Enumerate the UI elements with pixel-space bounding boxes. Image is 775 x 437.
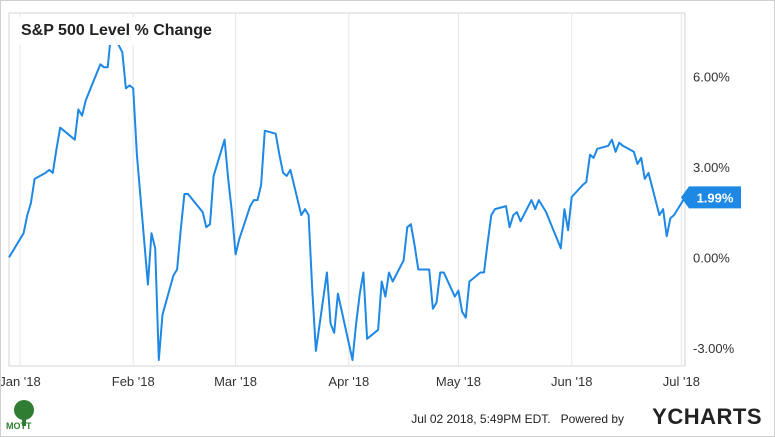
y-tick-label: -3.00% (693, 341, 735, 356)
powered-by-text: Powered by (560, 412, 624, 426)
tree-logo-icon (14, 400, 34, 426)
footer-timestamp: Jul 02 2018, 5:49PM EDT. Powered by (411, 412, 624, 426)
line-layer (8, 30, 686, 361)
ycharts-logo[interactable]: YCHARTS (652, 404, 762, 430)
x-axis: Jan '18 Feb '18 Mar '18 Apr '18 May '18 Jun '… (1, 374, 700, 389)
series-line (8, 30, 686, 361)
ycharts-y: Y (652, 404, 668, 429)
x-tick-label: May '18 (436, 374, 481, 389)
y-tick-label: 6.00% (693, 69, 730, 84)
ycharts-rest: CHARTS (667, 404, 762, 429)
x-tick-label: Jun '18 (551, 374, 593, 389)
x-tick-label: Feb '18 (112, 374, 155, 389)
last-value-badge (681, 186, 741, 209)
grid-layer (8, 12, 686, 367)
logo-text: MOTT (6, 421, 32, 431)
timestamp-text: Jul 02 2018, 5:49PM EDT. (411, 412, 551, 426)
x-tick-label: Mar '18 (214, 374, 257, 389)
last-value-badge-group: 1.99% (681, 186, 741, 209)
y-tick-label: 0.00% (693, 250, 730, 265)
last-value-label: 1.99% (697, 190, 734, 205)
y-tick-label: 3.00% (693, 160, 730, 175)
x-tick-label: Apr '18 (328, 374, 369, 389)
plot-area-border (8, 12, 686, 367)
y-axis: 6.00% 3.00% 0.00% -3.00% (693, 69, 735, 356)
x-tick-label: Jul '18 (663, 374, 700, 389)
x-tick-label: Jan '18 (1, 374, 41, 389)
chart-title: S&P 500 Level % Change (11, 17, 222, 45)
